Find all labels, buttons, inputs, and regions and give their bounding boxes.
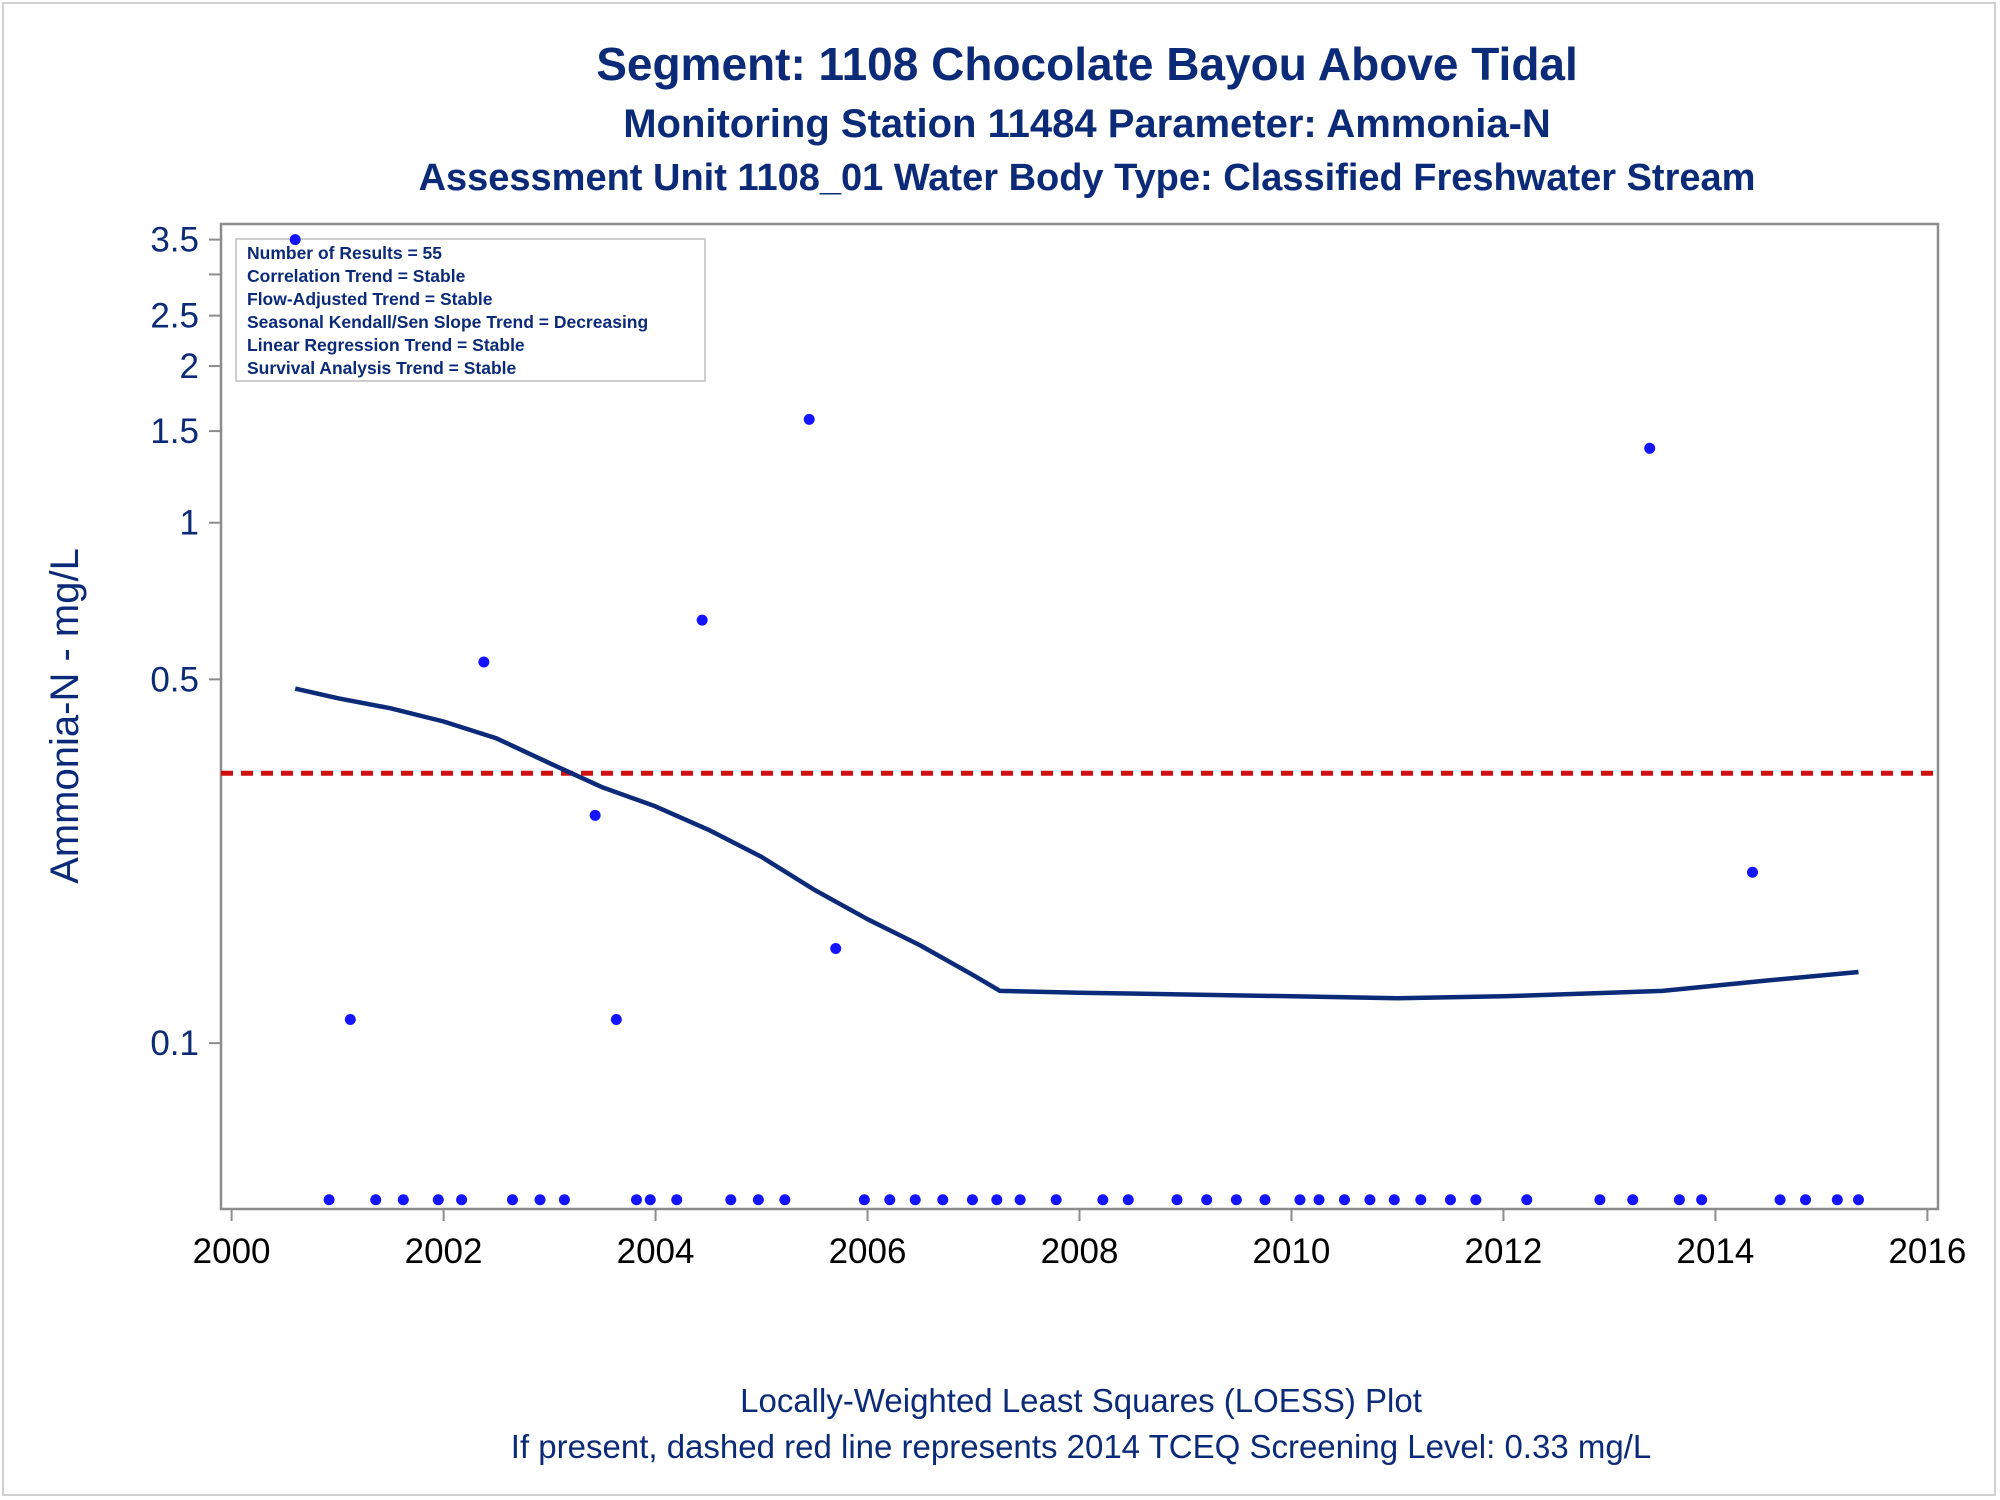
data-point	[1444, 1194, 1456, 1206]
data-point	[1594, 1194, 1606, 1206]
trend-stats-box-border	[235, 238, 706, 382]
data-point	[1364, 1194, 1376, 1206]
data-point	[725, 1194, 737, 1206]
data-point	[1050, 1194, 1062, 1206]
y-tick-label: 3.5	[150, 221, 199, 260]
footnote-loess: Locally-Weighted Least Squares (LOESS) P…	[740, 1382, 1422, 1419]
data-point	[1313, 1194, 1325, 1206]
x-tick-label: 2004	[617, 1232, 695, 1271]
data-point	[289, 234, 301, 246]
data-point	[1230, 1194, 1242, 1206]
data-point	[671, 1194, 683, 1206]
y-axis: 0.1 0.5 1 1.5 2 2.5 3.5	[150, 221, 221, 1063]
data-point	[937, 1194, 949, 1206]
data-point	[1014, 1194, 1026, 1206]
chart-title-segment: Segment: 1108 Chocolate Bayou Above Tida…	[596, 38, 1578, 90]
data-point	[1415, 1194, 1427, 1206]
stat-survival-analysis-trend: Survival Analysis Trend = Stable	[247, 358, 517, 378]
data-point	[966, 1194, 978, 1206]
stat-flow-adjusted-trend: Flow-Adjusted Trend = Stable	[247, 289, 493, 309]
data-point	[1774, 1194, 1786, 1206]
data-point	[909, 1194, 921, 1206]
data-point	[1521, 1194, 1533, 1206]
data-point	[1171, 1194, 1183, 1206]
data-point	[1338, 1194, 1350, 1206]
x-axis: 2000 2002 2004 2006 2008 2010 2012 2014 2016	[193, 1209, 1966, 1271]
data-point	[610, 1014, 622, 1026]
x-tick-label: 2002	[405, 1232, 483, 1271]
data-point	[991, 1194, 1003, 1206]
data-point	[1388, 1194, 1400, 1206]
stat-seasonal-kendall-trend: Seasonal Kendall/Sen Slope Trend = Decre…	[247, 312, 648, 332]
data-point	[858, 1194, 870, 1206]
data-point	[397, 1194, 409, 1206]
data-point	[323, 1194, 335, 1206]
footnote-screening-level: If present, dashed red line represents 2…	[511, 1428, 1651, 1465]
data-point	[344, 1014, 356, 1026]
x-tick-label: 2006	[829, 1232, 907, 1271]
chart-marks	[221, 234, 1938, 1206]
data-point	[1831, 1194, 1843, 1206]
data-point	[1800, 1194, 1812, 1206]
data-point	[1696, 1194, 1708, 1206]
y-tick-label: 2	[180, 347, 199, 386]
data-point	[752, 1194, 764, 1206]
data-point	[534, 1194, 546, 1206]
data-point	[1294, 1194, 1306, 1206]
data-point	[456, 1194, 468, 1206]
data-point	[1644, 442, 1656, 454]
data-point	[1747, 866, 1759, 878]
x-tick-label: 2008	[1041, 1232, 1119, 1271]
data-point	[696, 614, 708, 626]
data-point	[1259, 1194, 1271, 1206]
data-point	[506, 1194, 518, 1206]
chart-title-station: Monitoring Station 11484 Parameter: Ammo…	[623, 102, 1551, 146]
data-point	[779, 1194, 791, 1206]
x-tick-label: 2012	[1465, 1232, 1543, 1271]
data-point	[1673, 1194, 1685, 1206]
data-point	[1122, 1194, 1134, 1206]
data-point	[478, 656, 490, 668]
y-tick-label: 2.5	[150, 297, 199, 336]
data-point	[558, 1194, 570, 1206]
data-point	[884, 1194, 896, 1206]
data-point	[630, 1194, 642, 1206]
data-point	[830, 942, 842, 954]
y-tick-label: 1.5	[150, 412, 199, 451]
data-point	[1470, 1194, 1482, 1206]
data-point	[589, 809, 601, 821]
data-point	[1097, 1194, 1109, 1206]
data-point	[803, 413, 815, 425]
x-tick-label: 2014	[1676, 1232, 1754, 1271]
data-point	[1201, 1194, 1213, 1206]
x-tick-label: 2010	[1253, 1232, 1331, 1271]
chart-title-assessment-unit: Assessment Unit 1108_01 Water Body Type:…	[419, 157, 1756, 199]
x-tick-label: 2016	[1888, 1232, 1966, 1271]
y-tick-label: 1	[180, 504, 199, 543]
trend-stats-box: Number of Results = 55 Correlation Trend…	[235, 238, 706, 382]
stat-number-of-results: Number of Results = 55	[247, 243, 442, 263]
stat-linear-regression-trend: Linear Regression Trend = Stable	[247, 335, 525, 355]
y-tick-label: 0.1	[150, 1024, 199, 1063]
data-point	[370, 1194, 382, 1206]
data-point	[644, 1194, 656, 1206]
y-tick-label: 0.5	[150, 660, 199, 699]
data-point	[432, 1194, 444, 1206]
stat-correlation-trend: Correlation Trend = Stable	[247, 266, 466, 286]
loess-curve	[294, 686, 1859, 1001]
data-point	[1853, 1194, 1865, 1206]
x-tick-label: 2000	[193, 1232, 271, 1271]
data-point	[1627, 1194, 1639, 1206]
y-axis-label: Ammonia-N - mg/L	[43, 548, 87, 884]
